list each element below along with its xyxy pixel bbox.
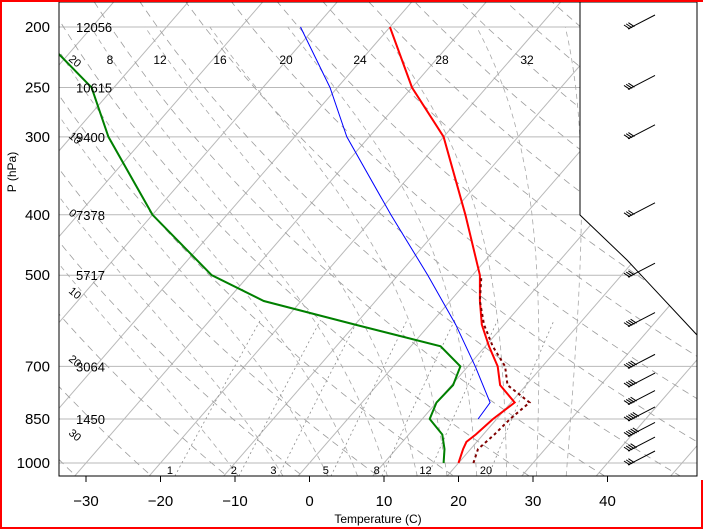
dry-adiabat-label: 20 — [66, 53, 83, 70]
moist-adiabat-label: 16 — [213, 53, 227, 67]
x-tick-label: 0 — [305, 493, 313, 510]
mixing-ratio-label: 8 — [374, 465, 380, 477]
wind-barb — [624, 391, 655, 405]
height-label: 7378 — [76, 208, 105, 223]
wind-panel — [580, 2, 703, 480]
x-tick-label: −20 — [148, 493, 173, 510]
pressure-label: 300 — [25, 129, 50, 146]
x-tick-label: 20 — [450, 493, 467, 510]
mixing-ratio-line — [488, 320, 554, 476]
pressure-label: 500 — [25, 267, 50, 284]
isotherm — [64, 2, 532, 489]
wind-barb — [624, 313, 655, 327]
x-tick-label: 40 — [599, 493, 616, 510]
moist-adiabat-label: 32 — [520, 53, 534, 67]
y-axis-label: P (hPa) — [5, 152, 19, 192]
moist-adiabat-label: 12 — [153, 53, 167, 67]
mixing-ratio-label: 3 — [270, 465, 276, 477]
isotherm — [2, 2, 11, 489]
height-label: 12056 — [76, 20, 112, 35]
mixing-ratio-label: 20 — [480, 465, 492, 477]
mixing-ratio-line — [239, 320, 321, 476]
moist-adiabat — [5, 27, 327, 476]
moist-adiabat-label: 24 — [353, 53, 367, 67]
moist-adiabat — [91, 27, 388, 476]
series-temperature — [390, 27, 515, 463]
pressure-label: 700 — [25, 358, 50, 375]
series-dewpoint — [27, 2, 460, 463]
height-label: 9400 — [76, 130, 105, 145]
x-tick-label: −30 — [73, 493, 98, 510]
dry-adiabat — [29, 2, 549, 489]
dry-adiabat — [2, 2, 13, 489]
pressure-label: 250 — [25, 79, 50, 96]
moist-adiabat-label: 8 — [107, 53, 114, 67]
moist-adiabat — [379, 27, 506, 476]
series-parcel-path — [301, 27, 491, 419]
pressure-label: 1000 — [17, 455, 50, 472]
mixing-ratio-label: 5 — [323, 465, 329, 477]
dry-adiabat-label: 10 — [66, 285, 83, 302]
dry-adiabat — [2, 2, 472, 489]
pressure-label: 400 — [25, 207, 50, 224]
height-label: 3064 — [76, 359, 105, 374]
moist-adiabat — [288, 27, 477, 476]
moist-adiabat-label: 28 — [435, 53, 449, 67]
x-axis-label: Temperature (C) — [334, 512, 421, 526]
x-tick-label: −10 — [222, 493, 247, 510]
mixing-ratio-label: 1 — [167, 465, 173, 477]
height-label: 1450 — [76, 412, 105, 427]
height-label: 10615 — [76, 80, 112, 95]
series-virtual-temperature — [473, 275, 529, 463]
pressure-label: 200 — [25, 19, 50, 36]
x-tick-label: 30 — [525, 493, 542, 510]
pressure-label: 850 — [25, 411, 50, 428]
mixing-ratio-label: 2 — [231, 465, 237, 477]
isotherm — [2, 2, 458, 489]
wind-barb — [624, 422, 655, 436]
height-label: 5717 — [76, 268, 105, 283]
wind-barb — [624, 373, 655, 387]
dry-adiabat-label: 30 — [66, 427, 83, 444]
moist-adiabat — [210, 27, 447, 476]
x-tick-label: 10 — [376, 493, 393, 510]
mixing-ratio-label: 12 — [419, 465, 431, 477]
moist-adiabat-label: 20 — [279, 53, 293, 67]
